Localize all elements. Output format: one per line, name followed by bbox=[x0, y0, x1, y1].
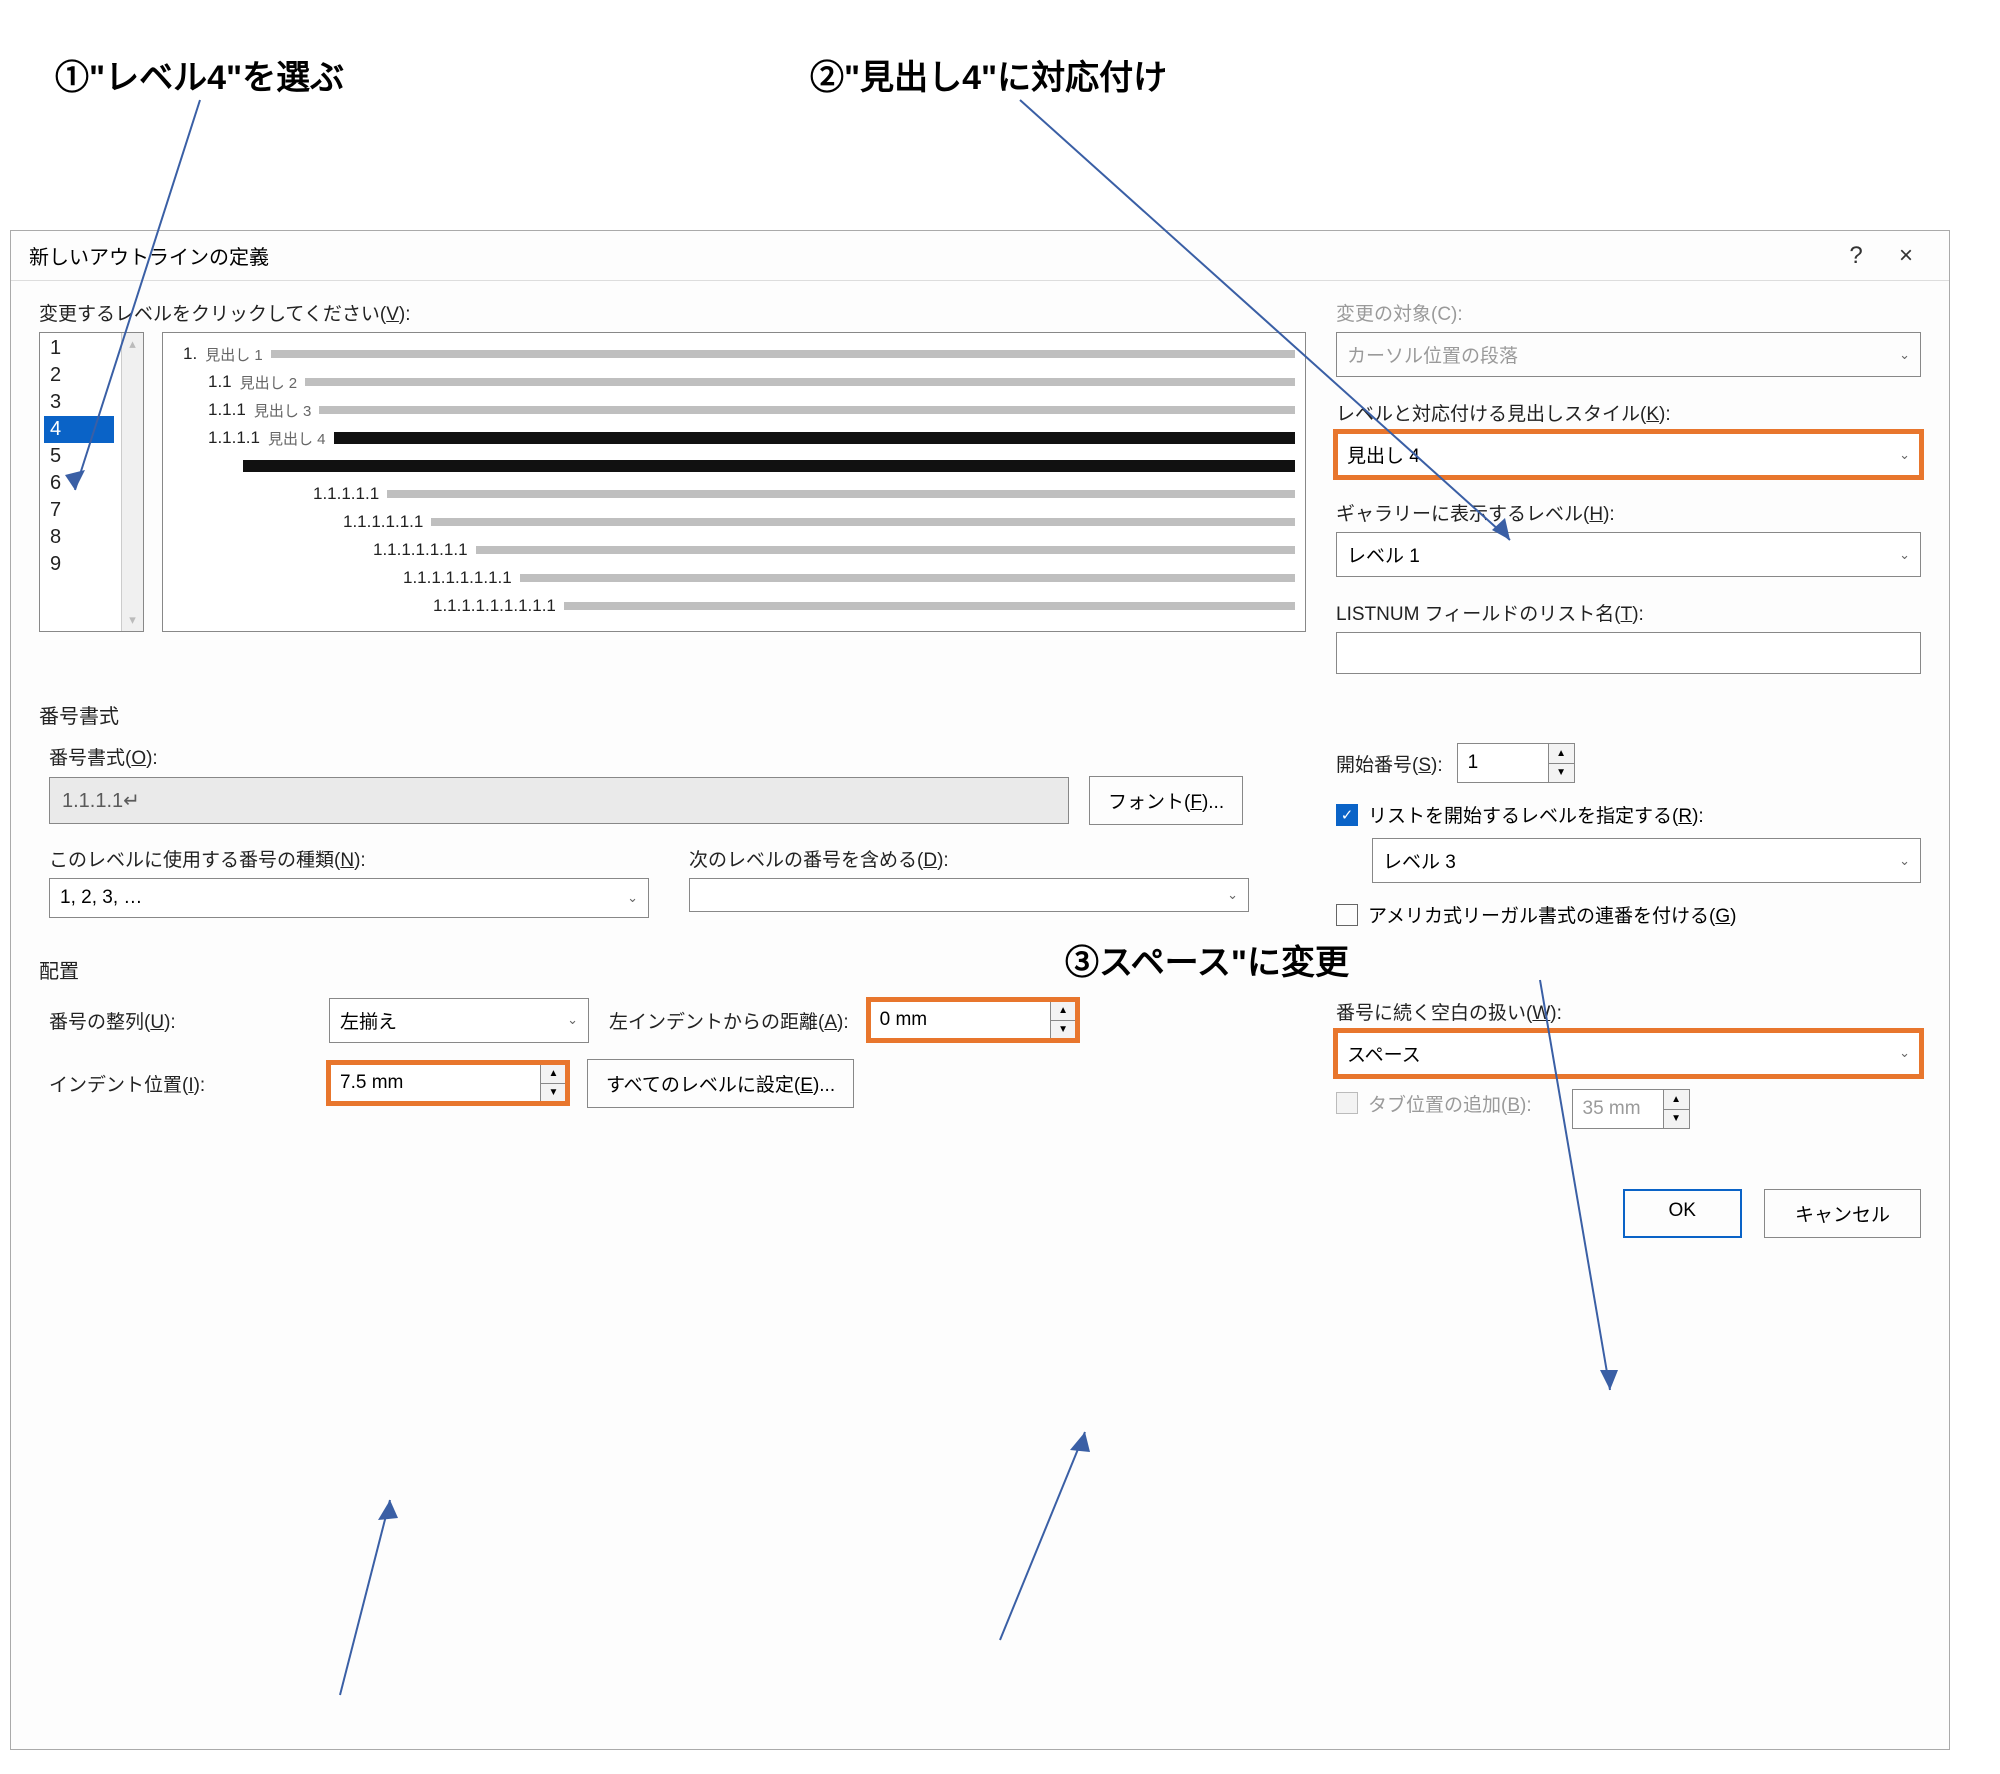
left-indent-spinner[interactable]: 0 mm ▲▼ bbox=[869, 1000, 1077, 1040]
check-icon: ✓ bbox=[1336, 804, 1358, 826]
align-select[interactable]: 左揃え ⌄ bbox=[329, 998, 589, 1043]
preview-line: 1.1.1.1見出し 4 bbox=[183, 427, 1295, 449]
close-button[interactable]: × bbox=[1881, 242, 1931, 270]
level-item-3[interactable]: 3 bbox=[44, 389, 114, 416]
gallery-level-select[interactable]: レベル 1 ⌄ bbox=[1336, 532, 1921, 577]
check-icon bbox=[1336, 904, 1358, 926]
chevron-down-icon: ⌄ bbox=[1899, 547, 1910, 563]
dialog-title: 新しいアウトラインの定義 bbox=[29, 241, 1831, 270]
number-format-input[interactable]: 1.1.1.1↵ bbox=[49, 777, 1069, 824]
tab-add-checkbox: タブ位置の追加(B): bbox=[1336, 1090, 1532, 1117]
spin-up-icon[interactable]: ▲ bbox=[541, 1064, 566, 1084]
preview-line: 1.見出し 1 bbox=[183, 343, 1295, 365]
annotation-3: ③スペース"に変更 bbox=[1065, 935, 1349, 984]
outline-preview: 1.見出し 1 1.1見出し 2 1.1.1見出し 3 1.1.1.1見出し 4 1.1… bbox=[162, 332, 1306, 632]
chevron-down-icon: ⌄ bbox=[1899, 1045, 1910, 1061]
preview-line: 1.1.1.1.1.1.1 bbox=[183, 539, 1295, 561]
tab-pos-spinner: 35 mm ▲▼ bbox=[1572, 1089, 1690, 1129]
indent-pos-label: インデント位置(I): bbox=[49, 1070, 309, 1097]
level-item-4[interactable]: 4 bbox=[44, 416, 114, 443]
level-item-5[interactable]: 5 bbox=[44, 443, 114, 470]
spin-down-icon: ▼ bbox=[1664, 1110, 1689, 1129]
restart-checkbox[interactable]: ✓ リストを開始するレベルを指定する(R): bbox=[1336, 801, 1704, 828]
check-icon bbox=[1336, 1092, 1358, 1114]
change-target-label: 変更の対象(C): bbox=[1336, 299, 1921, 326]
ok-button[interactable]: OK bbox=[1623, 1189, 1742, 1238]
chevron-down-icon: ⌄ bbox=[1227, 887, 1238, 903]
help-button[interactable]: ? bbox=[1831, 242, 1881, 270]
chevron-down-icon: ⌄ bbox=[1899, 447, 1910, 463]
level-listbox[interactable]: 123456789 ▴ ▾ bbox=[39, 332, 144, 632]
level-item-1[interactable]: 1 bbox=[44, 335, 114, 362]
position-section-title: 配置 bbox=[39, 955, 1921, 984]
spin-up-icon: ▲ bbox=[1664, 1090, 1689, 1110]
gallery-level-label: ギャラリーに表示するレベル(H): bbox=[1336, 499, 1921, 526]
spin-down-icon[interactable]: ▼ bbox=[1051, 1021, 1076, 1040]
include-prev-label: 次のレベルの番号を含める(D): bbox=[689, 845, 1249, 872]
level-item-9[interactable]: 9 bbox=[44, 551, 114, 578]
preview-line: 1.1.1.1.1.1.1.1.1 bbox=[183, 595, 1295, 617]
set-all-levels-button[interactable]: すべてのレベルに設定(E)... bbox=[587, 1059, 854, 1108]
spin-up-icon[interactable]: ▲ bbox=[1549, 744, 1574, 764]
click-level-label: 変更するレベルをクリックしてください(V): bbox=[39, 299, 1306, 326]
number-type-label: このレベルに使用する番号の種類(N): bbox=[49, 845, 649, 872]
follow-select[interactable]: スペース ⌄ bbox=[1336, 1031, 1921, 1076]
indent-pos-spinner[interactable]: 7.5 mm ▲▼ bbox=[329, 1063, 567, 1103]
chevron-down-icon: ⌄ bbox=[1899, 347, 1910, 363]
spin-up-icon[interactable]: ▲ bbox=[1051, 1001, 1076, 1021]
listnum-input[interactable] bbox=[1336, 632, 1921, 674]
link-style-select[interactable]: 見出し 4 ⌄ bbox=[1336, 432, 1921, 477]
preview-line bbox=[183, 455, 1295, 477]
chevron-down-icon: ⌄ bbox=[627, 890, 638, 906]
legal-checkbox[interactable]: アメリカ式リーガル書式の連番を付ける(G) bbox=[1336, 901, 1737, 928]
number-type-select[interactable]: 1, 2, 3, … ⌄ bbox=[49, 878, 649, 918]
level-scrollbar[interactable]: ▴ ▾ bbox=[121, 333, 143, 631]
preview-line: 1.1.1.1.1 bbox=[183, 483, 1295, 505]
scroll-up-icon[interactable]: ▴ bbox=[122, 333, 143, 355]
left-indent-label: 左インデントからの距離(A): bbox=[609, 1007, 849, 1034]
annotation-1: ①"レベル4"を選ぶ bbox=[55, 50, 344, 99]
change-target-select: カーソル位置の段落 ⌄ bbox=[1336, 332, 1921, 377]
preview-line: 1.1見出し 2 bbox=[183, 371, 1295, 393]
chevron-down-icon: ⌄ bbox=[1899, 853, 1910, 869]
spin-down-icon[interactable]: ▼ bbox=[1549, 764, 1574, 783]
link-style-label: レベルと対応付ける見出しスタイル(K): bbox=[1336, 399, 1921, 426]
start-number-spinner[interactable]: 1 ▲▼ bbox=[1457, 743, 1575, 783]
preview-line: 1.1.1見出し 3 bbox=[183, 399, 1295, 421]
preview-line: 1.1.1.1.1.1.1.1 bbox=[183, 567, 1295, 589]
chevron-down-icon: ⌄ bbox=[567, 1012, 578, 1028]
level-item-2[interactable]: 2 bbox=[44, 362, 114, 389]
cancel-button[interactable]: キャンセル bbox=[1764, 1189, 1921, 1238]
annotation-2: ②"見出し4"に対応付け bbox=[810, 50, 1167, 99]
start-number-label: 開始番号(S): bbox=[1336, 750, 1443, 777]
spin-down-icon[interactable]: ▼ bbox=[541, 1084, 566, 1103]
outline-define-dialog: 新しいアウトラインの定義 ? × 変更するレベルをクリックしてください(V): … bbox=[10, 230, 1950, 1750]
level-item-6[interactable]: 6 bbox=[44, 470, 114, 497]
align-label: 番号の整列(U): bbox=[49, 1007, 309, 1034]
titlebar: 新しいアウトラインの定義 ? × bbox=[11, 231, 1949, 281]
dialog-content: 変更するレベルをクリックしてください(V): 123456789 ▴ ▾ 1.見… bbox=[11, 281, 1949, 1248]
include-prev-select[interactable]: ⌄ bbox=[689, 878, 1249, 912]
scroll-down-icon[interactable]: ▾ bbox=[122, 609, 143, 631]
level-item-8[interactable]: 8 bbox=[44, 524, 114, 551]
format-section-title: 番号書式 bbox=[39, 700, 1921, 729]
font-button[interactable]: フォント(F)... bbox=[1089, 776, 1243, 825]
listnum-label: LISTNUM フィールドのリスト名(T): bbox=[1336, 599, 1921, 626]
format-label: 番号書式(O): bbox=[49, 743, 1306, 770]
preview-line: 1.1.1.1.1.1 bbox=[183, 511, 1295, 533]
follow-label: 番号に続く空白の扱い(W): bbox=[1336, 998, 1921, 1025]
level-item-7[interactable]: 7 bbox=[44, 497, 114, 524]
restart-level-select[interactable]: レベル 3 ⌄ bbox=[1372, 838, 1921, 883]
